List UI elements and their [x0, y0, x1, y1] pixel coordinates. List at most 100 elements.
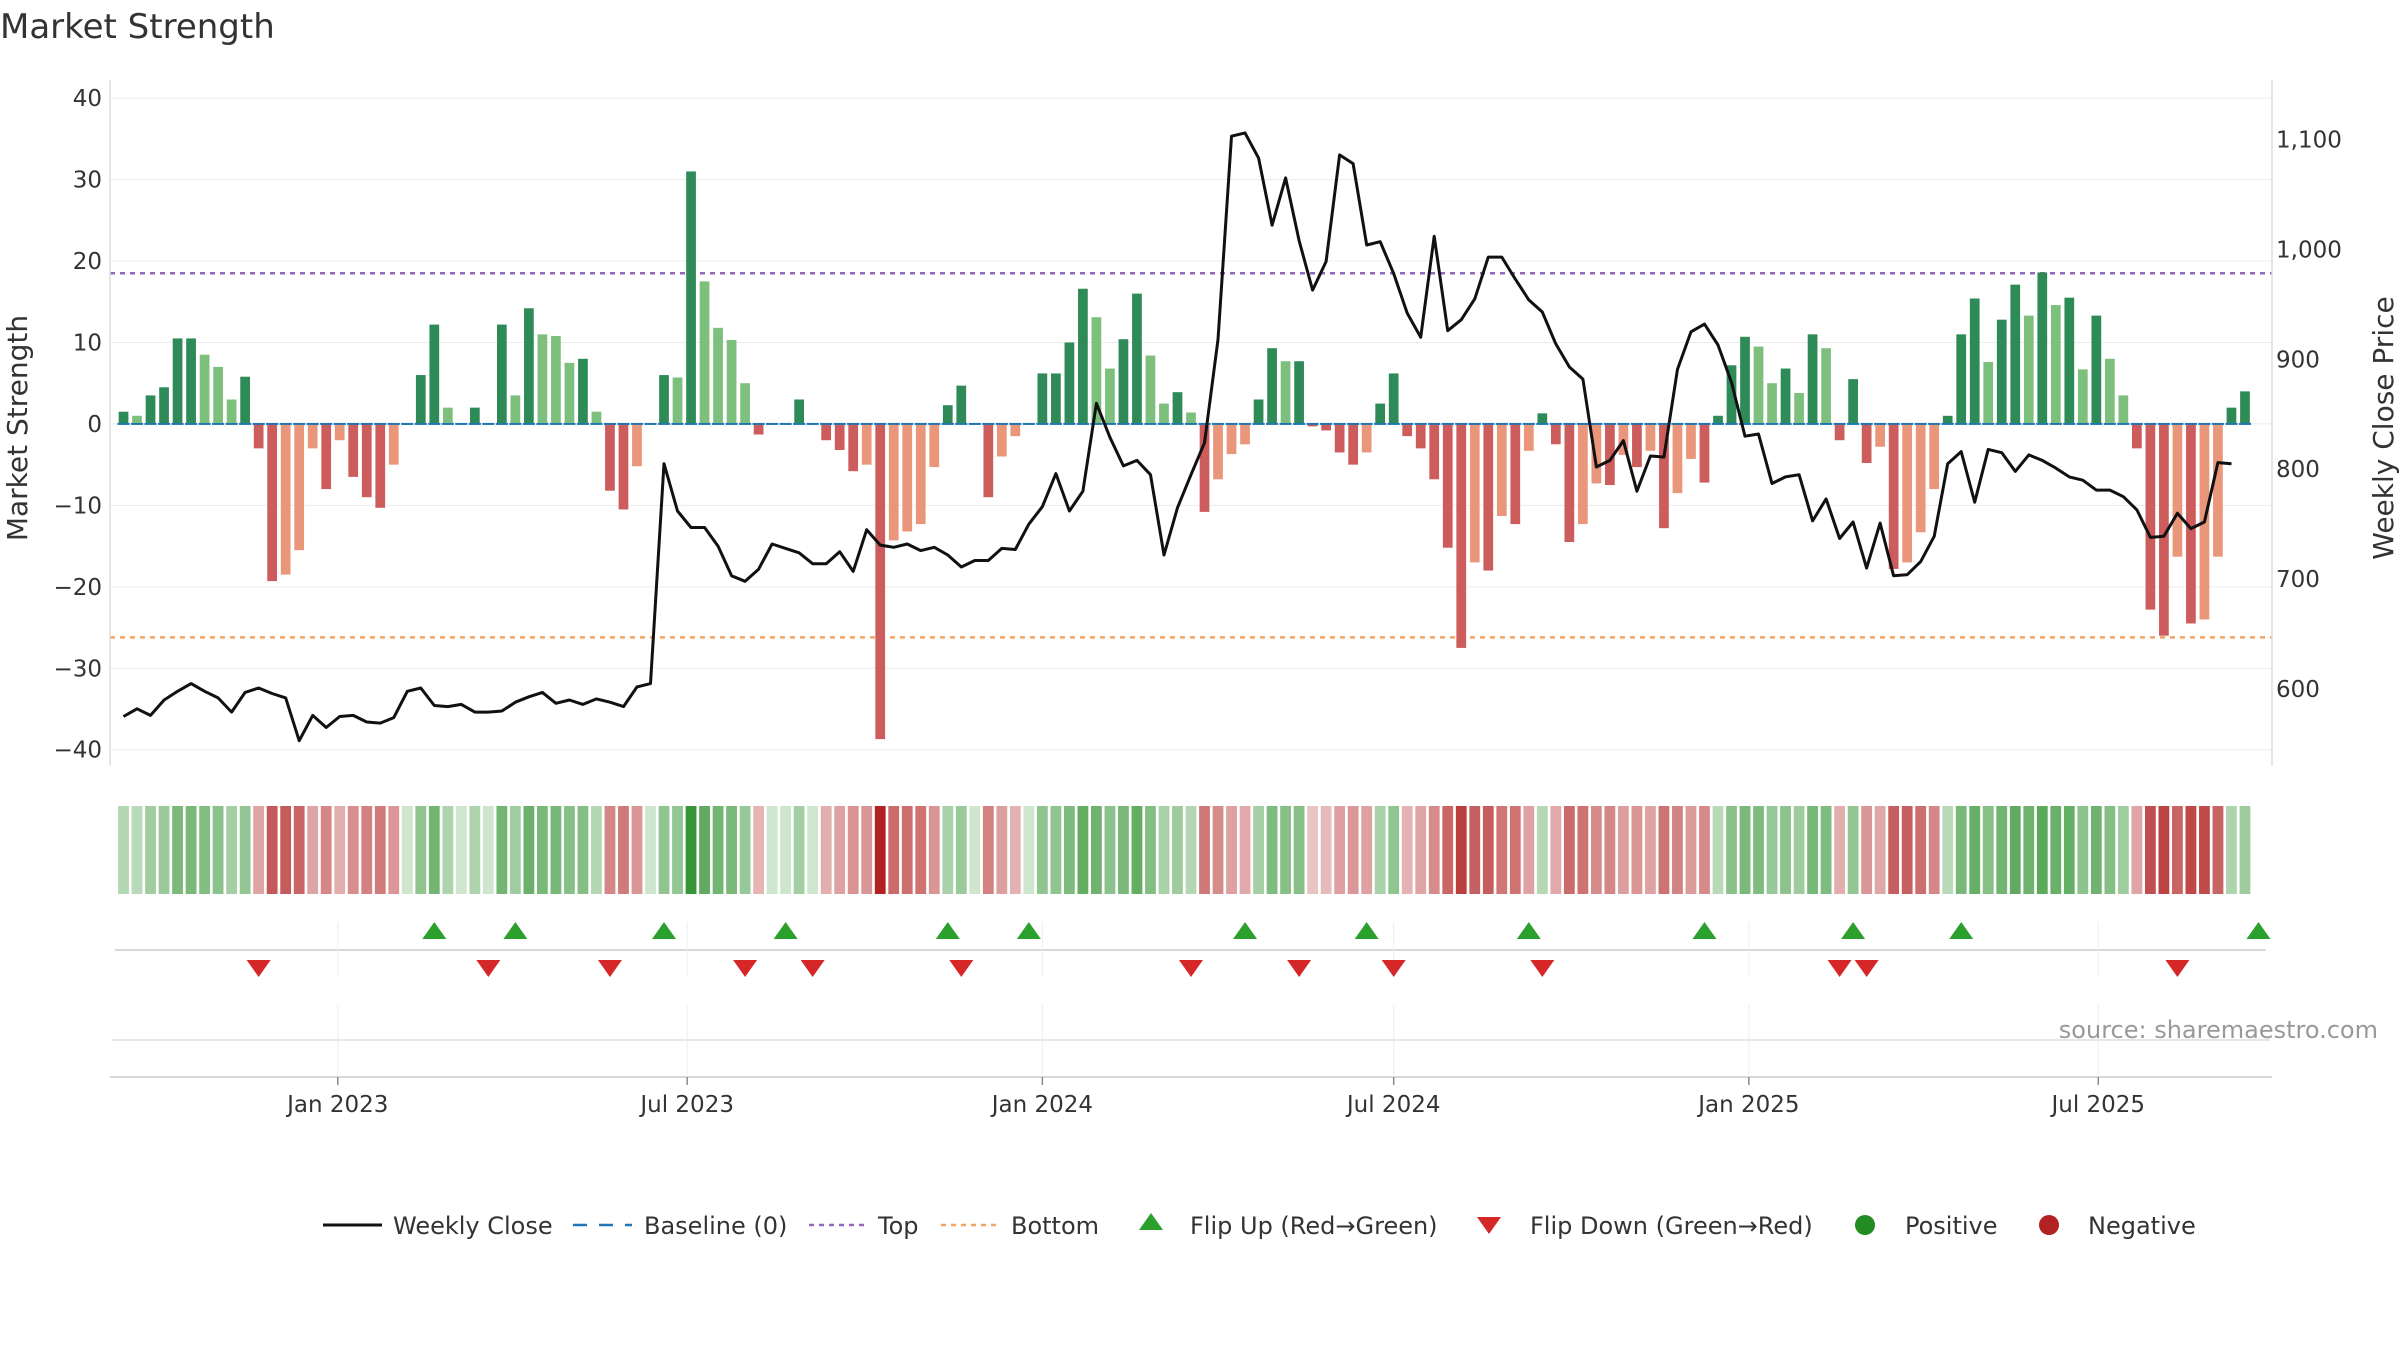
flip-up-marker	[935, 922, 960, 939]
y-left-tick-label: −20	[53, 575, 102, 601]
axes: 40 30 20 10 0 −10 −20 −30 −40 600 700 800 900 1,000 1,…	[53, 80, 2342, 766]
heat-cell	[1361, 806, 1373, 894]
strength-bar	[213, 366, 223, 424]
strength-bar	[1807, 334, 1818, 424]
x-tick-label: Jul 2023	[638, 1092, 734, 1118]
strength-bar	[1861, 423, 1872, 464]
heat-cell	[388, 806, 400, 894]
strength-bar	[1415, 423, 1426, 449]
strength-bar	[1686, 423, 1696, 459]
strength-bar	[1956, 334, 1967, 424]
heat-cell	[428, 806, 440, 894]
y-left-tick-label: 40	[73, 86, 102, 112]
strength-bar	[1605, 423, 1615, 486]
heat-cell	[1563, 806, 1575, 894]
strength-bar	[1348, 423, 1359, 465]
heat-cell	[618, 806, 629, 894]
heat-cell	[1847, 806, 1859, 894]
strength-bar	[2091, 315, 2102, 424]
strength-bar	[659, 375, 669, 424]
strength-bar	[1010, 423, 1021, 437]
heat-cell	[2050, 806, 2062, 894]
strength-bar	[1564, 423, 1575, 543]
heat-cell	[509, 806, 521, 894]
heat-cell	[1158, 806, 1170, 894]
heat-cell	[1631, 806, 1643, 894]
strength-bar	[1213, 423, 1223, 480]
x-tick-label: Jan 2024	[990, 1092, 1093, 1118]
heat-cell	[1753, 806, 1764, 894]
flip-up-marker	[1233, 922, 1258, 939]
strength-bar	[834, 423, 845, 450]
strength-bar	[1523, 423, 1534, 451]
x-tick-label: Jan 2025	[1696, 1092, 1799, 1118]
flip-up-marker	[503, 922, 528, 939]
strength-bar	[983, 423, 994, 498]
strength-bar	[1591, 423, 1602, 484]
strength-bar	[2037, 272, 2048, 424]
source-label: source: sharemaestro.com	[2059, 1016, 2378, 1044]
strength-bar	[1118, 339, 1129, 424]
heat-cell	[807, 806, 819, 894]
strength-bar	[1375, 403, 1386, 424]
heat-cell	[2185, 806, 2197, 894]
strength-bar	[240, 376, 250, 424]
strength-bar	[753, 423, 764, 435]
strength-bar	[956, 385, 967, 424]
heat-cell	[1050, 806, 1062, 894]
heat-cell	[1455, 806, 1467, 894]
heat-cell	[1901, 806, 1913, 894]
heat-cell	[145, 806, 156, 894]
heat-cell	[1212, 806, 1224, 894]
strength-bar	[861, 423, 872, 465]
legend-label: Weekly Close	[393, 1212, 553, 1240]
strength-bar	[226, 399, 237, 424]
y-right-tick-label: 900	[2276, 347, 2320, 373]
strength-bar	[726, 340, 737, 424]
strength-bar	[699, 281, 710, 424]
strength-bar	[415, 375, 426, 424]
strength-bar	[429, 324, 440, 424]
strength-bar	[2077, 369, 2088, 424]
flip-markers-panel	[115, 922, 2271, 977]
strength-bar	[1794, 392, 1804, 424]
heat-cell	[1239, 806, 1251, 894]
heat-cell	[550, 806, 562, 894]
heat-cell	[1915, 806, 1927, 894]
heat-cell	[266, 806, 278, 894]
strength-bar	[1172, 392, 1183, 424]
y-left-tick-label: −30	[53, 656, 102, 682]
strength-bar	[848, 423, 859, 472]
strength-bar	[1159, 403, 1169, 424]
heat-cell	[482, 806, 494, 894]
x-tick-label: Jul 2024	[1345, 1092, 1441, 1118]
y-left-tick-label: −10	[53, 493, 102, 519]
strength-bar	[1577, 423, 1588, 525]
heat-cell	[1604, 806, 1616, 894]
strength-bar	[915, 423, 926, 525]
heat-cell	[226, 806, 238, 894]
strength-bar	[1699, 423, 1710, 483]
flip-up-marker	[1841, 922, 1866, 939]
strength-bar	[2023, 315, 2034, 424]
heat-cell	[374, 806, 386, 894]
heat-cell	[1861, 806, 1873, 894]
strength-bar	[307, 423, 318, 449]
strength-bar	[2186, 423, 2196, 624]
strength-bar	[1969, 298, 1980, 424]
strength-bar	[875, 423, 886, 740]
strength-bar	[1915, 423, 1926, 533]
heat-cell	[158, 806, 170, 894]
flip-down-marker	[1854, 960, 1879, 977]
heat-cell	[1739, 806, 1751, 894]
strength-bar	[145, 395, 156, 424]
heat-cell	[1388, 806, 1400, 894]
y-right-tick-label: 1,100	[2276, 127, 2342, 153]
strength-bar	[1240, 423, 1250, 445]
strength-bar	[1672, 423, 1683, 494]
heat-cell	[1536, 806, 1548, 894]
strength-bar	[740, 383, 750, 424]
legend: Weekly Close Baseline (0) Top Bottom Flip Up…	[323, 1212, 2196, 1240]
heat-cell	[307, 806, 319, 894]
